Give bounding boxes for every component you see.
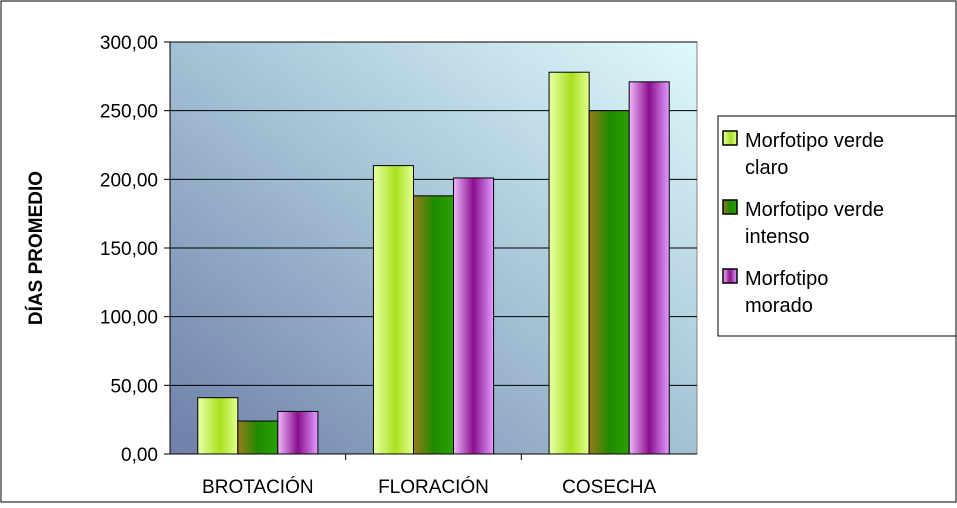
y-tick-label: 300,00: [100, 33, 158, 54]
bar: [197, 397, 239, 455]
bar: [237, 420, 279, 455]
bar: [412, 195, 455, 455]
legend: Morfotipo verde claro Morfotipo verde inten…: [722, 130, 884, 317]
bar: [548, 71, 590, 455]
legend-swatch: [722, 268, 738, 284]
legend-swatch: [722, 130, 738, 146]
x-tick-label: BROTACIÓN: [202, 476, 314, 498]
y-tick-label: 50,00: [110, 376, 158, 397]
bar: [453, 177, 495, 455]
y-tick-label: 200,00: [100, 170, 158, 191]
y-tick-label: 150,00: [100, 239, 158, 260]
y-tick-label: 0,00: [121, 445, 158, 466]
bar: [588, 110, 630, 455]
legend-swatch: [722, 199, 738, 215]
bar: [628, 81, 670, 455]
y-tick-label: 100,00: [100, 308, 158, 329]
legend-label: Morfotipo morado: [745, 268, 828, 317]
y-tick-labels: 0,00 50,00 100,00 150,00 200,00 250,00 300,00: [100, 33, 158, 466]
legend-box: [717, 115, 957, 337]
y-axis-label: DÍAS PROMEDIO: [25, 171, 47, 325]
x-tick-label: FLORACIÓN: [378, 476, 489, 498]
bars: [197, 71, 670, 455]
legend-label: Morfotipo verde intenso: [745, 199, 884, 248]
x-tick-label: COSECHA: [562, 477, 656, 498]
bar: [277, 410, 319, 455]
x-tick-labels: BROTACIÓN FLORACIÓN COSECHA: [202, 476, 656, 498]
y-tick-label: 250,00: [100, 102, 158, 123]
legend-label: Morfotipo verde claro: [745, 130, 884, 179]
bar: [372, 165, 414, 455]
